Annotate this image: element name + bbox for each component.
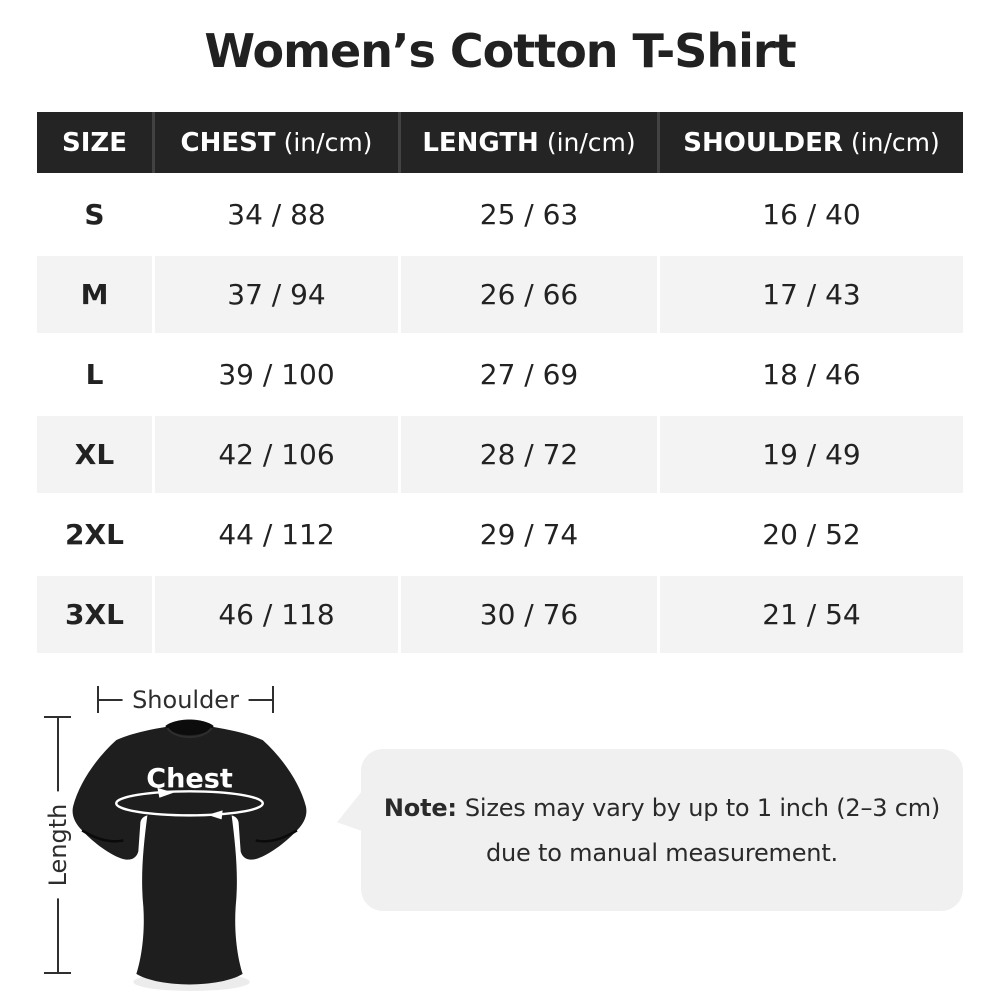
col-header-length: LENGTH (in/cm) <box>398 112 657 173</box>
page-title: Women’s Cotton T-Shirt <box>204 24 796 78</box>
shoulder-cell: 20 / 52 <box>657 493 963 573</box>
measure-tick <box>272 686 274 713</box>
chest-cell: 39 / 100 <box>152 333 398 413</box>
shoulder-cell: 19 / 49 <box>657 413 963 493</box>
note-bubble: Note: Sizes may vary by up to 1 inch (2–3… <box>337 749 963 911</box>
chest-measure-ellipse <box>115 790 264 817</box>
note-bubble-tail <box>337 791 362 831</box>
length-cell: 25 / 63 <box>398 173 657 253</box>
table-row: M 37 / 94 26 / 66 17 / 43 <box>37 253 963 333</box>
chest-cell: 37 / 94 <box>152 253 398 333</box>
measure-tick <box>44 972 71 974</box>
table-header-row: SIZE CHEST (in/cm) LENGTH (in/cm) SHOULDER… <box>37 112 963 173</box>
measure-tick <box>44 716 71 718</box>
length-cell: 26 / 66 <box>398 253 657 333</box>
shoulder-cell: 21 / 54 <box>657 573 963 653</box>
shoulder-label: Shoulder <box>122 685 249 714</box>
size-cell: 3XL <box>37 573 152 653</box>
table-row: S 34 / 88 25 / 63 16 / 40 <box>37 173 963 253</box>
shoulder-measure-guide: Shoulder <box>97 685 274 714</box>
col-label: SIZE <box>61 127 127 158</box>
tshirt-icon: Chest <box>72 719 307 991</box>
size-cell: M <box>37 253 152 333</box>
chest-cell: 44 / 112 <box>152 493 398 573</box>
note-line-2: due to manual measurement. <box>486 838 838 867</box>
length-cell: 28 / 72 <box>398 413 657 493</box>
length-cell: 29 / 74 <box>398 493 657 573</box>
chest-measure-arrow <box>157 787 174 798</box>
length-label: Length <box>44 791 72 899</box>
table-row: L 39 / 100 27 / 69 18 / 46 <box>37 333 963 413</box>
tshirt-graphic: Chest <box>69 711 310 997</box>
col-label: LENGTH <box>422 127 539 158</box>
chest-cell: 42 / 106 <box>152 413 398 493</box>
shoulder-cell: 17 / 43 <box>657 253 963 333</box>
chest-cell: 46 / 118 <box>152 573 398 653</box>
note-text: Sizes may vary by up to 1 inch (2–3 cm) <box>464 793 941 822</box>
col-label: CHEST <box>180 127 276 158</box>
length-cell: 27 / 69 <box>398 333 657 413</box>
table-row: XL 42 / 106 28 / 72 19 / 49 <box>37 413 963 493</box>
size-cell: 2XL <box>37 493 152 573</box>
size-cell: L <box>37 333 152 413</box>
note-prefix: Note: <box>383 793 457 822</box>
note-line-1: Note: Sizes may vary by up to 1 inch (2–3… <box>384 794 940 822</box>
col-unit: (in/cm) <box>850 127 940 157</box>
size-cell: XL <box>37 413 152 493</box>
length-measure-guide: Length <box>44 716 72 974</box>
length-cell: 30 / 76 <box>398 573 657 653</box>
col-unit: (in/cm) <box>546 127 636 157</box>
chest-measure-arrow <box>207 810 223 820</box>
size-cell: S <box>37 173 152 253</box>
col-unit: (in/cm) <box>283 127 373 157</box>
size-chart-table: SIZE CHEST (in/cm) LENGTH (in/cm) SHOULDER… <box>37 112 963 653</box>
shoulder-cell: 16 / 40 <box>657 173 963 253</box>
col-header-shoulder: SHOULDER (in/cm) <box>657 112 963 173</box>
measure-tick <box>97 686 99 713</box>
table-row: 3XL 46 / 118 30 / 76 21 / 54 <box>37 573 963 653</box>
size-table-body: S 34 / 88 25 / 63 16 / 40 M 37 / 94 26 /… <box>37 173 963 653</box>
col-label: SHOULDER <box>683 127 843 158</box>
shoulder-cell: 18 / 46 <box>657 333 963 413</box>
col-header-chest: CHEST (in/cm) <box>152 112 398 173</box>
table-row: 2XL 44 / 112 29 / 74 20 / 52 <box>37 493 963 573</box>
col-header-size: SIZE <box>37 112 152 173</box>
chest-cell: 34 / 88 <box>152 173 398 253</box>
